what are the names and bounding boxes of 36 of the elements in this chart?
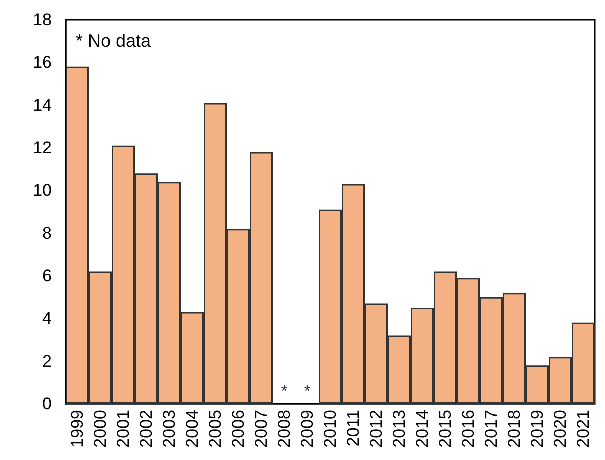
x-tick-label: 2001 [114,410,133,448]
x-tick-label: 2014 [413,410,432,448]
y-tick-label: 18 [33,10,52,30]
annotation: * [281,384,288,400]
x-tick-label: 2000 [91,410,110,448]
y-tick-label: 16 [33,53,52,72]
x-tick-label: 2021 [574,410,593,448]
x-tick-label: 1999 [68,410,87,448]
annotation: * No data [76,31,152,51]
x-tick-label: 2013 [390,410,409,448]
x-tick-label: 2015 [436,410,455,448]
x-tick-label: 2005 [206,410,225,448]
x-tick-label: 2020 [551,410,570,448]
y-tick-label: 14 [33,96,52,115]
y-tick-label: 8 [42,224,52,243]
x-tick-label: 2012 [367,410,386,448]
x-tick-label: 2011 [344,410,363,447]
x-tick-label: 2002 [137,410,156,448]
y-tick-label: 12 [33,138,52,158]
y-tick-label: 2 [42,352,52,371]
x-tick-label: 2006 [229,410,248,448]
x-tick-label: 2010 [321,410,340,448]
x-tick-label: 2008 [275,410,294,448]
x-tick-label: 2003 [160,410,179,448]
y-tick-label: 0 [42,394,52,414]
x-tick-label: 2017 [482,410,501,448]
x-tick-label: 2004 [183,410,202,448]
x-tick-label: 2018 [505,410,524,448]
x-tick-label: 2016 [459,410,478,448]
y-tick-label: 4 [42,309,52,328]
y-tick-label: 10 [33,181,52,200]
x-tick-label: 2007 [252,410,271,448]
x-tick-label: 2019 [528,410,547,448]
x-tick-label: 2009 [298,410,317,448]
annotation: * [304,384,311,400]
y-tick-label: 6 [42,266,52,286]
